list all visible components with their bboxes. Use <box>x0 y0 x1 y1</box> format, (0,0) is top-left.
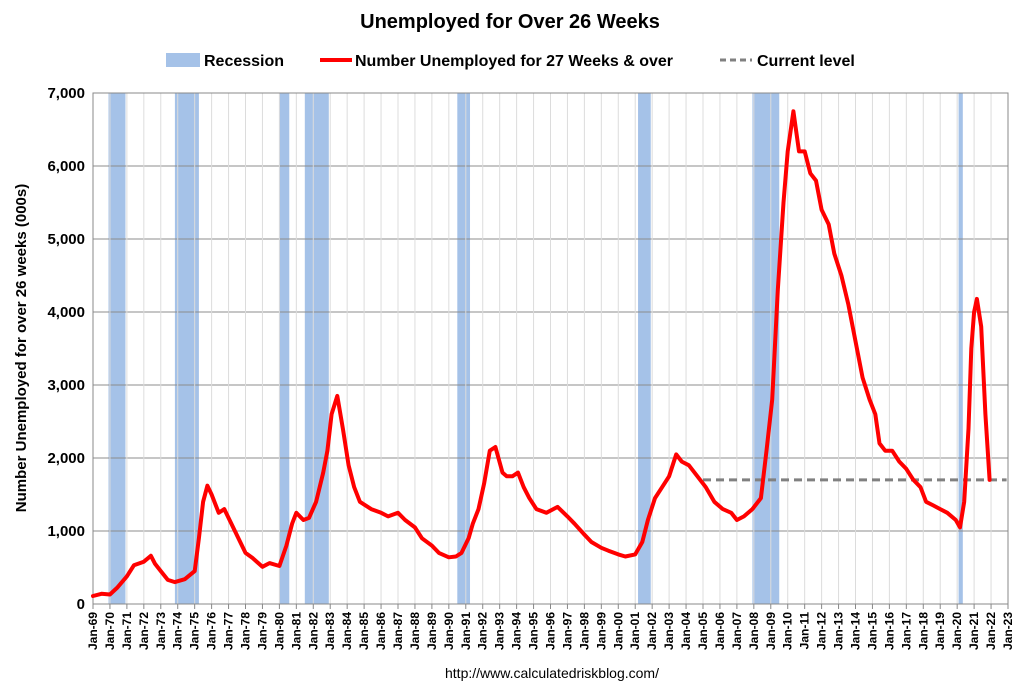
x-tick-label: Jan-22 <box>984 612 998 650</box>
x-tick-label: Jan-20 <box>950 612 964 650</box>
x-tick-label: Jan-96 <box>544 612 558 650</box>
x-tick-label: Jan-23 <box>1001 612 1015 650</box>
recession-bands <box>108 93 963 604</box>
y-tick-label: 3,000 <box>47 377 85 394</box>
x-tick-label: Jan-87 <box>391 612 405 650</box>
x-tick-label: Jan-70 <box>103 612 117 650</box>
recession-band <box>279 93 290 604</box>
x-tick-label: Jan-92 <box>476 612 490 650</box>
x-tick-label: Jan-77 <box>222 612 236 650</box>
x-tick-label: Jan-83 <box>323 612 337 650</box>
x-tick-label: Jan-88 <box>408 612 422 650</box>
x-tick-label: Jan-86 <box>374 612 388 650</box>
y-tick-label: 6,000 <box>47 158 85 175</box>
recession-band <box>638 93 651 604</box>
x-tick-label: Jan-19 <box>933 612 947 650</box>
x-tick-label: Jan-07 <box>730 612 744 650</box>
x-tick-label: Jan-21 <box>967 612 981 650</box>
x-tick-label: Jan-79 <box>255 612 269 650</box>
x-tick-label: Jan-76 <box>205 612 219 650</box>
x-tick-label: Jan-80 <box>272 612 286 650</box>
grid <box>92 92 1009 605</box>
x-tick-label: Jan-91 <box>459 612 473 650</box>
x-tick-label: Jan-13 <box>832 612 846 650</box>
x-tick-label: Jan-95 <box>527 612 541 650</box>
x-tick-label: Jan-12 <box>815 612 829 650</box>
legend-recession-label: Recession <box>204 53 284 70</box>
y-tick-label: 2,000 <box>47 450 85 467</box>
x-axis-ticks: Jan-69 Jan-70 Jan-71 Jan-72 Jan-73 Jan-74 Jan-… <box>86 604 1015 650</box>
y-axis-ticks: 0 1,000 2,000 3,000 4,000 5,000 6,000 7,000 <box>47 85 85 613</box>
x-tick-label: Jan-75 <box>188 612 202 650</box>
x-tick-label: Jan-15 <box>865 612 879 650</box>
chart-title: Unemployed for Over 26 Weeks <box>360 11 660 33</box>
recession-band <box>174 93 199 604</box>
legend-series-label: Number Unemployed for 27 Weeks & over <box>355 53 673 70</box>
x-tick-label: Jan-09 <box>764 612 778 650</box>
x-tick-label: Jan-78 <box>239 612 253 650</box>
legend-current-label: Current level <box>757 53 855 70</box>
x-tick-label: Jan-16 <box>882 612 896 650</box>
x-tick-label: Jan-72 <box>137 612 151 650</box>
recession-band <box>108 93 126 604</box>
x-tick-label: Jan-04 <box>679 612 693 650</box>
series-line <box>91 109 992 598</box>
x-tick-label: Jan-03 <box>662 612 676 650</box>
y-tick-label: 1,000 <box>47 523 85 540</box>
x-tick-label: Jan-98 <box>577 612 591 650</box>
x-tick-label: Jan-08 <box>747 612 761 650</box>
x-tick-label: Jan-14 <box>849 612 863 650</box>
recession-band <box>304 93 329 604</box>
x-tick-label: Jan-69 <box>86 612 100 650</box>
x-tick-label: Jan-99 <box>594 612 608 650</box>
y-tick-label: 7,000 <box>47 85 85 102</box>
x-tick-label: Jan-71 <box>120 612 134 650</box>
x-tick-label: Jan-18 <box>916 612 930 650</box>
x-tick-label: Jan-11 <box>798 612 812 650</box>
y-tick-label: 0 <box>77 596 85 613</box>
y-tick-label: 5,000 <box>47 231 85 248</box>
y-axis-label: Number Unemployed for over 26 weeks (000… <box>13 184 30 512</box>
x-tick-label: Jan-85 <box>357 612 371 650</box>
x-tick-label: Jan-01 <box>628 612 642 650</box>
x-tick-label: Jan-90 <box>442 612 456 650</box>
legend-recession-swatch <box>166 53 200 67</box>
y-tick-label: 4,000 <box>47 304 85 321</box>
x-tick-label: Jan-06 <box>713 612 727 650</box>
x-tick-label: Jan-74 <box>171 612 185 650</box>
x-tick-label: Jan-10 <box>781 612 795 650</box>
x-tick-label: Jan-81 <box>289 612 303 650</box>
x-tick-label: Jan-89 <box>425 612 439 650</box>
legend: Recession Number Unemployed for 27 Weeks… <box>166 53 855 70</box>
x-tick-label: Jan-93 <box>493 612 507 650</box>
x-tick-label: Jan-84 <box>340 612 354 650</box>
source-footer: http://www.calculatedriskblog.com/ <box>445 665 659 681</box>
recession-band <box>457 93 471 604</box>
x-tick-label: Jan-82 <box>306 612 320 650</box>
recession-band <box>958 93 963 604</box>
x-tick-label: Jan-94 <box>510 612 524 650</box>
x-tick-label: Jan-97 <box>560 612 574 650</box>
x-tick-label: Jan-73 <box>154 612 168 650</box>
x-tick-label: Jan-02 <box>645 612 659 650</box>
x-tick-label: Jan-05 <box>696 612 710 650</box>
x-tick-label: Jan-17 <box>899 612 913 650</box>
x-tick-label: Jan-00 <box>611 612 625 650</box>
